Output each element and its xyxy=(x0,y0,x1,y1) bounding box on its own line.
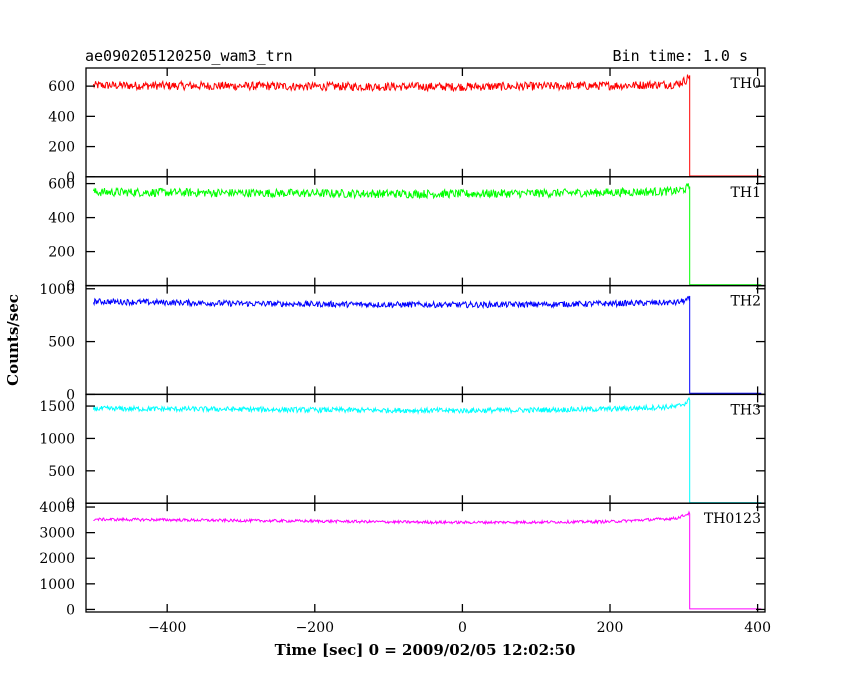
y-tick-label: 1000 xyxy=(39,431,75,447)
y-tick-label: 0 xyxy=(66,279,75,295)
y-tick-label: 3000 xyxy=(39,526,75,542)
y-tick-label: 400 xyxy=(48,109,75,125)
y-tick-label: 400 xyxy=(48,211,75,227)
y-tick-label: 1000 xyxy=(39,577,75,593)
panel-label-th1: TH1 xyxy=(731,185,761,201)
series-line-th2 xyxy=(92,295,762,394)
y-tick-label: 200 xyxy=(48,140,75,156)
y-axis-label: Counts/sec xyxy=(4,294,22,386)
y-tick-label: 500 xyxy=(48,335,75,351)
y-tick-label: 0 xyxy=(66,496,75,512)
y-tick-label: 600 xyxy=(48,79,75,95)
panel-frame-th0123 xyxy=(85,502,766,613)
x-tick-label: 200 xyxy=(597,620,624,636)
chart-title: ae090205120250_wam3_trn xyxy=(85,47,293,65)
x-tick-label: −200 xyxy=(296,620,334,636)
y-tick-label: 4000 xyxy=(39,500,75,516)
panel-label-th0: TH0 xyxy=(731,76,761,92)
x-tick-label: −400 xyxy=(148,620,186,636)
x-tick-label: 0 xyxy=(458,620,467,636)
series-line-th0123 xyxy=(93,510,762,610)
x-axis-label: Time [sec] 0 = 2009/02/05 12:02:50 xyxy=(275,641,576,659)
y-tick-label: 0 xyxy=(66,387,75,403)
panel-label-th2: TH2 xyxy=(731,294,761,310)
panel-label-th0123: TH0123 xyxy=(704,511,761,527)
x-tick-label: 400 xyxy=(744,620,771,636)
series-line-th3 xyxy=(92,396,762,504)
y-tick-label: 1500 xyxy=(39,399,75,415)
y-tick-label: 500 xyxy=(48,464,75,480)
y-tick-label: 1000 xyxy=(39,282,75,298)
bin-time-label: Bin time: 1.0 s xyxy=(613,47,748,65)
y-tick-label: 200 xyxy=(48,245,75,261)
series-line-th1 xyxy=(92,183,762,286)
panels-group: 0 200 400 600 TH0 0 200 400 600 TH1 0 500 1000 TH2 0 50… xyxy=(39,67,771,636)
y-tick-label: 0 xyxy=(66,602,75,618)
y-tick-label: 2000 xyxy=(39,551,75,567)
panel-label-th3: TH3 xyxy=(731,402,761,418)
y-tick-label: 600 xyxy=(48,177,75,193)
y-tick-label: 0 xyxy=(66,170,75,186)
series-line-th0 xyxy=(92,74,762,177)
